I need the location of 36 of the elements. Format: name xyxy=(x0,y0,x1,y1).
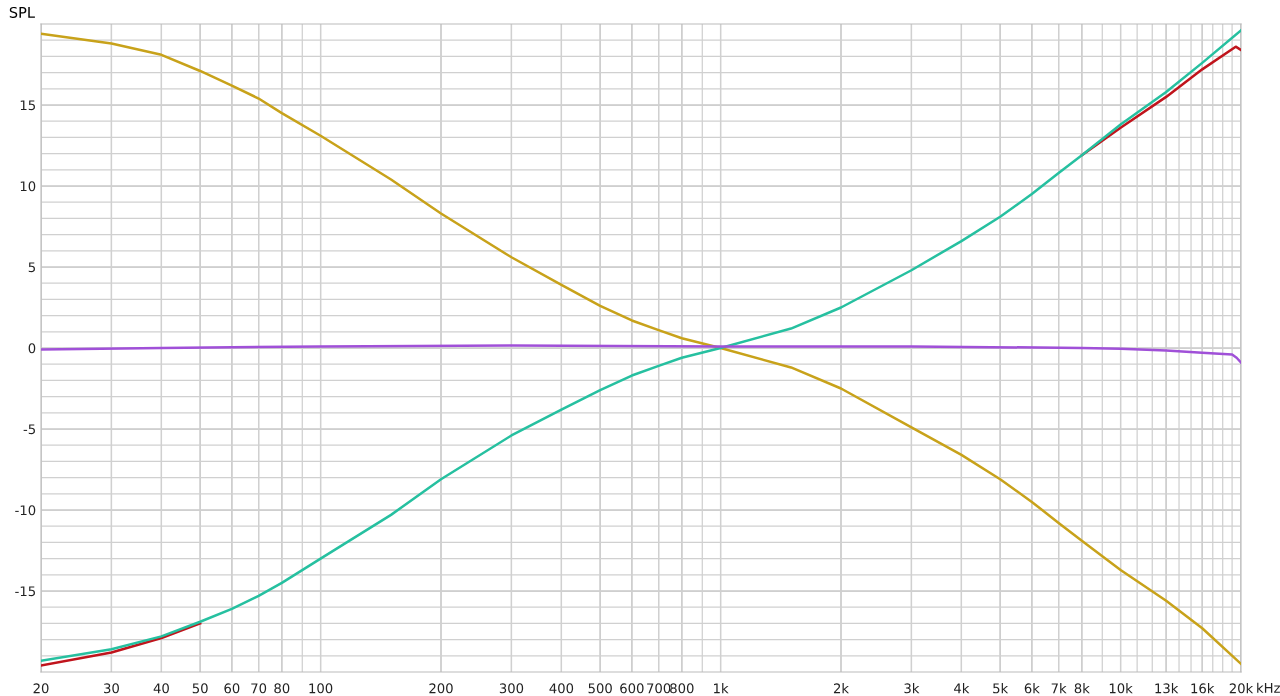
y-tick-label: -15 xyxy=(15,586,35,597)
x-tick-label: 600 xyxy=(620,683,644,694)
y-tick-label: 15 xyxy=(20,100,35,111)
x-tick-label: 100 xyxy=(309,683,333,694)
x-tick-label: 60 xyxy=(224,683,240,694)
x-tick-label: 20k xyxy=(1229,683,1254,694)
x-tick-label: 7k xyxy=(1051,683,1067,694)
x-tick-label: 1k xyxy=(714,683,729,694)
y-tick-label: -10 xyxy=(15,505,36,516)
x-tick-label: 500 xyxy=(588,683,612,694)
x-tick-label: 80 xyxy=(274,683,290,694)
x-tick-label: 300 xyxy=(499,683,524,694)
x-tick-label: 20 xyxy=(33,683,49,694)
x-tick-label: 6k xyxy=(1024,683,1040,694)
y-tick-label: 5 xyxy=(28,262,35,273)
y-tick-label: 10 xyxy=(20,181,36,192)
y-tick-label: -5 xyxy=(23,424,35,435)
x-tick-label: 16k xyxy=(1191,683,1215,694)
x-tick-label: 800 xyxy=(670,683,694,694)
x-tick-label: 4k xyxy=(954,683,970,694)
x-tick-label: 3k xyxy=(904,683,920,694)
x-tick-label: 70 xyxy=(251,683,267,694)
x-tick-label: 5k xyxy=(993,683,1009,694)
x-tick-label: 13k xyxy=(1155,683,1179,694)
x-tick-label: 200 xyxy=(429,683,453,694)
x-tick-label: 400 xyxy=(549,683,574,694)
y-axis-title: SPL xyxy=(9,6,35,18)
x-tick-label: 50 xyxy=(192,683,208,694)
x-tick-label: 2k xyxy=(833,683,849,694)
x-tick-label: 700 xyxy=(647,683,671,694)
x-tick-label: 10k xyxy=(1109,683,1133,694)
x-axis-title: kHz xyxy=(1257,682,1280,693)
y-tick-label: 0 xyxy=(28,343,36,354)
x-tick-label: 40 xyxy=(153,683,169,694)
x-tick-label: 30 xyxy=(104,683,119,694)
x-tick-label: 8k xyxy=(1074,683,1090,694)
